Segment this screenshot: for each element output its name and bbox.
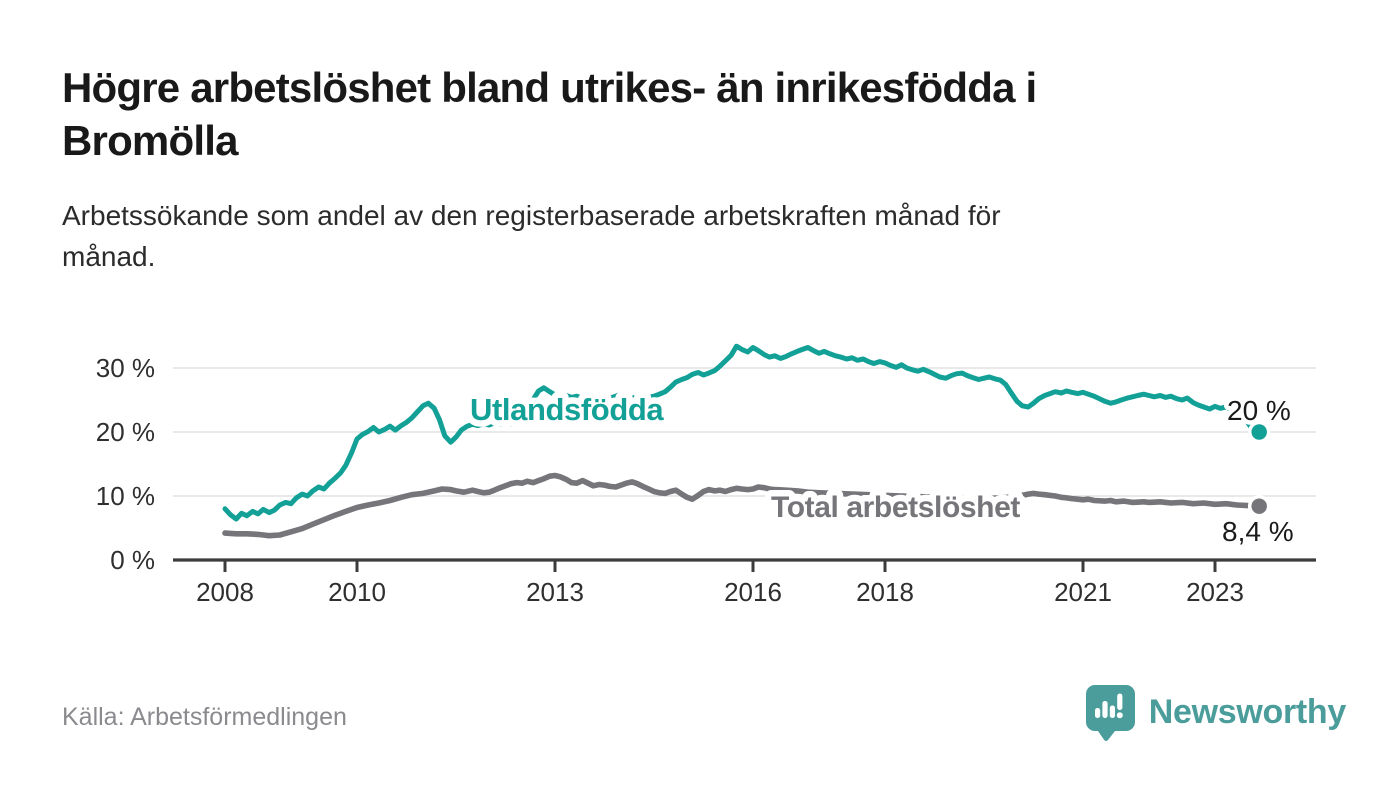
series-lines bbox=[222, 343, 1262, 539]
end-dot-total-arbetsloshet bbox=[1247, 494, 1271, 518]
series-end-dots bbox=[1247, 420, 1271, 518]
source-credit: Källa: Arbetsförmedlingen bbox=[62, 703, 347, 731]
x-axis: 2008 2010 2013 2016 2018 2021 2023 bbox=[173, 558, 1316, 607]
chart-subtitle: Arbetssökande som andel av den registerb… bbox=[62, 196, 1342, 277]
logo-exclamation-dot bbox=[1116, 712, 1123, 719]
logo-exclamation-bar bbox=[1116, 693, 1123, 710]
newsworthy-wordmark: Newsworthy bbox=[1148, 693, 1347, 731]
newsworthy-brand: Newsworthy bbox=[1085, 684, 1346, 741]
logo-bar-3 bbox=[1109, 705, 1115, 718]
y-tick-label-20: 20 % bbox=[96, 417, 155, 447]
newsworthy-logo-icon bbox=[1085, 685, 1135, 741]
chart-subtitle-line-1: Arbetssökande som andel av den registerb… bbox=[62, 200, 1001, 231]
chart-title-line-1: Högre arbetslöshet bland utrikes- än inr… bbox=[62, 64, 1037, 111]
chart-title: Högre arbetslöshet bland utrikes- än inr… bbox=[62, 62, 1342, 168]
series-line-total-arbetsloshet bbox=[222, 472, 1262, 539]
logo-bar-1 bbox=[1094, 708, 1100, 718]
x-tick-label-2021: 2021 bbox=[1054, 577, 1112, 607]
chart-subtitle-line-2: månad. bbox=[62, 240, 156, 272]
logo-bar-2 bbox=[1102, 701, 1108, 718]
end-value-label-total-arbetsloshet: 8,4 % bbox=[1222, 516, 1294, 547]
x-tick-label-2018: 2018 bbox=[856, 577, 914, 607]
y-tick-label-0: 0 % bbox=[110, 545, 155, 575]
y-tick-label-30: 30 % bbox=[96, 353, 155, 383]
chart-gridlines bbox=[173, 367, 1316, 497]
series-line-utlandsfodda bbox=[222, 343, 1262, 522]
x-tick-label-2010: 2010 bbox=[328, 577, 386, 607]
y-tick-label-10: 10 % bbox=[96, 481, 155, 511]
x-tick-label-2008: 2008 bbox=[196, 577, 254, 607]
x-tick-label-2016: 2016 bbox=[724, 577, 782, 607]
y-axis-labels: 0 % 10 % 20 % 30 % bbox=[96, 353, 155, 575]
x-tick-label-2013: 2013 bbox=[526, 577, 584, 607]
chart-title-line-2: Bromölla bbox=[62, 116, 238, 164]
series-label-total-arbetsloshet: Total arbetslöshet bbox=[771, 491, 1020, 524]
series-label-utlandsfodda: Utlandsfödda bbox=[470, 392, 664, 427]
x-tick-label-2023: 2023 bbox=[1186, 577, 1244, 607]
end-dot-utlandsfodda bbox=[1247, 420, 1271, 444]
